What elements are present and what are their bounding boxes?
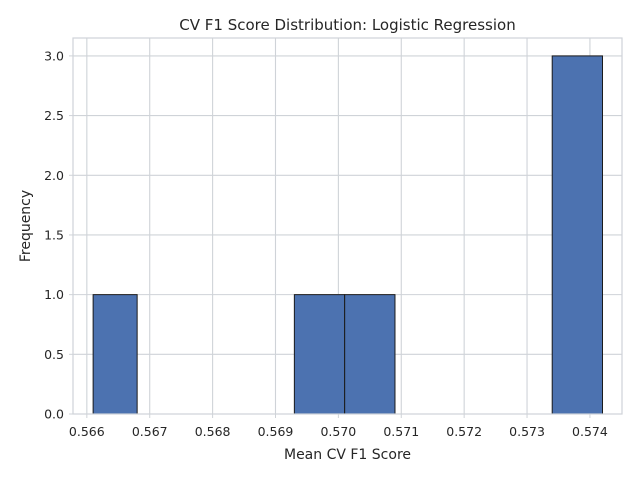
histogram-bar (293, 294, 346, 415)
y-tick-label: 0.5 (44, 347, 64, 362)
y-tick-label: 1.0 (44, 287, 64, 302)
x-tick-label: 0.569 (258, 424, 294, 439)
x-tick-label: 0.572 (446, 424, 482, 439)
histogram-bar (551, 55, 604, 415)
x-axis-ticks: 0.566 0.567 0.568 0.569 0.570 0.571 0.572 0.573… (69, 414, 608, 439)
y-tick-label: 2.0 (44, 168, 64, 183)
plot-frame (72, 37, 623, 415)
y-axis-label: Frequency (18, 190, 34, 262)
histogram-bars (92, 55, 604, 415)
x-tick-label: 0.570 (320, 424, 356, 439)
x-tick-label: 0.574 (572, 424, 608, 439)
grid-lines (73, 38, 622, 415)
x-tick-label: 0.566 (69, 424, 105, 439)
x-tick-label: 0.567 (132, 424, 168, 439)
x-tick-label: 0.571 (383, 424, 419, 439)
y-axis-ticks: 0.0 0.5 1.0 1.5 2.0 2.5 3.0 (44, 48, 73, 422)
histogram-bar (344, 294, 396, 415)
y-tick-label: 1.5 (44, 227, 64, 242)
chart-title: CV F1 Score Distribution: Logistic Regre… (179, 16, 515, 34)
histogram-bar (92, 294, 138, 415)
y-tick-label: 2.5 (44, 108, 64, 123)
y-tick-label: 3.0 (44, 48, 64, 63)
x-tick-label: 0.568 (195, 424, 231, 439)
x-axis-label: Mean CV F1 Score (284, 447, 411, 463)
x-tick-label: 0.573 (509, 424, 545, 439)
y-tick-label: 0.0 (44, 407, 64, 422)
